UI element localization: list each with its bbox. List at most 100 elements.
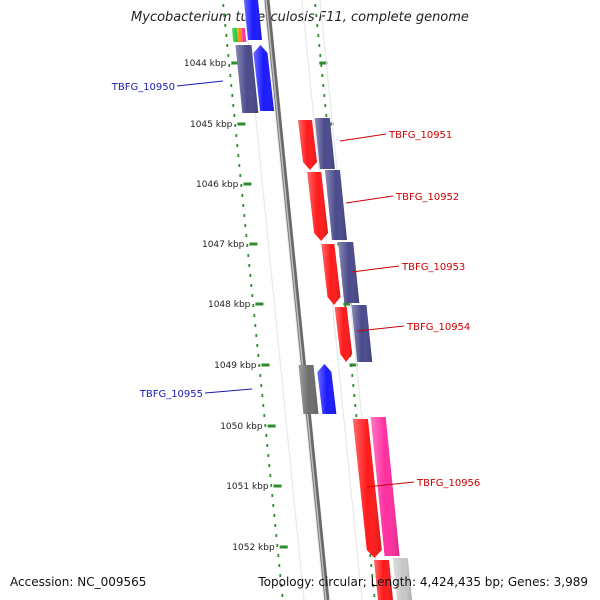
minor-tick [264,424,267,427]
minor-tick [262,404,265,407]
minor-tick [316,24,319,27]
major-tick [343,302,352,306]
minor-tick [246,244,249,247]
minor-tick [224,24,227,27]
minor-tick [257,354,260,357]
major-tick [319,61,328,65]
minor-tick [321,74,324,77]
gene-feature-purple-shade [235,45,259,113]
minor-tick [232,104,235,107]
major-tick [243,182,252,186]
gene-feature-red-shade [374,560,393,600]
minor-tick [270,484,273,487]
scale-label: 1048 kbp [208,300,251,310]
minor-tick [242,204,245,207]
gene-feature-blue-shade [244,0,262,40]
scale-label: 1047 kbp [202,240,245,250]
labels: 1044 kbp 1045 kbp 1046 kbp 1047 kbp 1048 kbp… [111,59,481,553]
gene-feature-pink-shade [370,417,400,556]
minor-tick [319,54,322,57]
minor-tick [278,564,281,567]
minor-tick [229,74,232,77]
minor-tick [272,504,275,507]
minor-tick [253,314,256,317]
minor-tick [279,574,282,577]
gene-label-leader [366,481,415,488]
gene-label-leader [339,133,387,142]
minor-tick [243,214,246,217]
major-tick [261,363,270,367]
minor-tick [222,4,225,7]
scale-label: 1051 kbp [226,482,269,492]
scale-label: 1049 kbp [214,361,257,371]
minor-tick [280,584,283,587]
major-tick [249,242,258,246]
scale-label: 1045 kbp [190,120,233,130]
backbone [264,0,330,600]
minor-tick [247,254,250,257]
gene-feature-blue-shade [253,45,275,111]
minor-tick [275,534,278,537]
minor-tick [315,14,318,17]
minor-tick [260,384,263,387]
minor-tick [274,524,277,527]
minor-tick [317,34,320,37]
minor-tick [240,184,243,187]
minor-tick [237,154,240,157]
minor-tick [322,84,325,87]
minor-tick [236,144,239,147]
gene-feature-purple-shade [325,170,347,240]
minor-tick [271,494,274,497]
gene-feature-small-shade [240,28,247,42]
major-tick [237,122,246,126]
minor-tick [261,394,264,397]
scale-label: 1046 kbp [196,180,239,190]
minor-tick [273,514,276,517]
gene-feature-red-shade [307,172,329,241]
gene-label: TBFG_10956 [416,478,480,489]
minor-tick [238,164,241,167]
gene-feature-small-shade [236,28,243,42]
gene-feature-red-shade [352,419,382,558]
minor-tick [325,114,328,117]
gene-label: TBFG_10950 [111,82,175,93]
gene-feature-red-shade [298,120,317,170]
gene-feature-gray-shade [392,558,412,600]
minor-tick [318,44,321,47]
gene-feature-small-shade [231,28,239,42]
minor-tick [233,114,236,117]
gene-label-leader [345,195,394,204]
gene-label-leader [351,265,400,273]
minor-tick [265,434,268,437]
minor-tick [353,394,356,397]
minor-tick [245,234,248,237]
gene-feature-blue-shade [317,364,337,414]
minor-tick [267,454,270,457]
minor-tick [226,44,229,47]
minor-tick [269,474,272,477]
minor-tick [323,94,326,97]
major-tick [279,545,288,549]
minor-tick [372,584,375,587]
minor-tick [249,274,252,277]
minor-tick [239,174,242,177]
minor-tick [234,124,237,127]
gene-label-leader [176,80,224,87]
minor-tick [241,194,244,197]
scale-label: 1050 kbp [220,422,263,432]
minor-tick [250,284,253,287]
major-tick [231,61,240,65]
minor-tick [244,224,247,227]
minor-tick [256,344,259,347]
major-tick [255,302,264,306]
gene-label: TBFG_10955 [139,389,203,400]
minor-tick [263,414,266,417]
major-tick [267,424,276,428]
gene-feature-purple-shade [314,118,335,169]
gene-label: TBFG_10952 [395,192,459,203]
minor-tick [254,324,257,327]
gene-label-leader [356,325,405,332]
minor-tick [276,544,279,547]
gene-label: TBFG_10951 [388,130,452,141]
